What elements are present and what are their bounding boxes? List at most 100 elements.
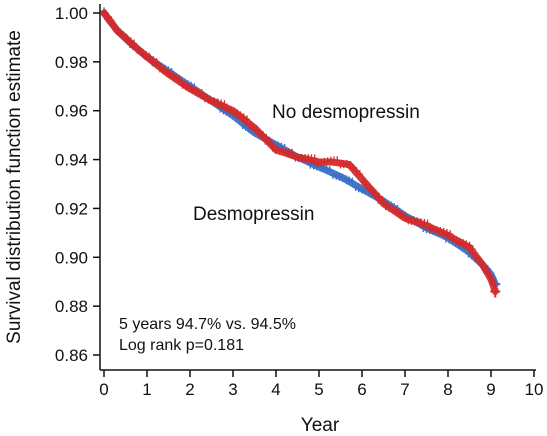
censor-mark-no-desmopressin [311,154,318,163]
censor-mark-no-desmopressin [269,143,276,152]
censor-mark-no-desmopressin [440,228,447,237]
x-tick-label: 2 [185,380,194,399]
censor-mark-no-desmopressin [482,265,489,274]
censor-mark-desmopressin [342,175,349,184]
censor-mark-desmopressin [326,165,333,174]
censor-mark-no-desmopressin [389,205,396,214]
censor-mark-no-desmopressin [476,256,483,265]
censor-mark-no-desmopressin [382,202,389,211]
y-tick-label: 0.88 [55,297,88,316]
x-tick-label: 5 [314,380,323,399]
censor-mark-no-desmopressin [256,128,263,137]
censor-mark-no-desmopressin [466,241,473,250]
censor-mark-no-desmopressin [224,105,231,114]
censor-mark-no-desmopressin [102,9,109,18]
censor-mark-no-desmopressin [179,80,186,89]
censor-mark-no-desmopressin [489,276,496,285]
censor-mark-no-desmopressin [144,52,150,61]
y-tick-label: 0.98 [55,53,88,72]
censor-mark-no-desmopressin [392,206,399,215]
censor-mark-no-desmopressin [118,30,125,39]
series-desmopressin [100,7,501,291]
censor-mark-no-desmopressin [202,94,209,103]
y-axis-title: Survival distribution function estimate [4,30,25,344]
y-tick-label: 0.92 [55,199,88,218]
censor-mark-no-desmopressin [376,192,383,201]
censor-mark-no-desmopressin [356,170,363,179]
censor-mark-no-desmopressin [450,235,457,244]
censor-mark-no-desmopressin [463,240,470,249]
censor-mark-no-desmopressin [334,156,341,165]
censor-mark-no-desmopressin [150,56,157,65]
censor-mark-no-desmopressin [121,32,128,41]
censor-mark-no-desmopressin [350,164,357,173]
censor-mark-no-desmopressin [469,245,476,254]
x-ticks: 0 1 2 3 4 5 6 7 8 9 10 [99,370,543,399]
censor-mark-no-desmopressin [266,136,273,145]
censor-mark-no-desmopressin [253,125,260,134]
censor-mark-no-desmopressin [479,260,486,269]
censor-mark-no-desmopressin [137,47,144,56]
censor-mark-no-desmopressin [221,100,228,109]
censor-mark-no-desmopressin [460,239,467,248]
x-tick-label: 1 [142,380,151,399]
censor-mark-no-desmopressin [395,208,402,217]
y-tick-label: 0.94 [55,151,88,170]
y-tick-label: 0.96 [55,102,88,121]
censor-mark-desmopressin [349,177,356,186]
censor-mark-no-desmopressin [398,210,405,219]
censor-mark-no-desmopressin [218,99,225,108]
censor-mark-desmopressin [320,164,327,173]
censor-mark-no-desmopressin [240,113,247,122]
censor-mark-no-desmopressin [427,224,434,233]
censor-mark-no-desmopressin [114,27,121,36]
censor-mark-no-desmopressin [237,111,244,120]
censor-mark-desmopressin [359,185,365,194]
censor-mark-no-desmopressin [214,98,221,107]
censor-mark-no-desmopressin [140,50,147,59]
censor-mark-desmopressin [339,173,346,182]
censor-mark-no-desmopressin [472,253,479,262]
censor-mark-no-desmopressin [250,123,257,132]
series-layer [100,7,501,298]
censor-mark-no-desmopressin [347,160,354,169]
x-axis-title: Year [301,415,340,436]
censor-mark-no-desmopressin [105,12,112,21]
censor-mark-no-desmopressin [153,58,160,67]
endpoint-mark-no-desmopressin [490,285,501,298]
censor-mark-desmopressin [336,172,343,181]
censor-mark-no-desmopressin [402,211,408,220]
censor-mark-no-desmopressin [231,107,238,116]
censor-mark-no-desmopressin [192,86,199,95]
censor-mark-no-desmopressin [182,82,189,91]
censor-mark-no-desmopressin [456,237,463,246]
censor-mark-no-desmopressin [263,134,270,143]
censor-mark-no-desmopressin [434,226,441,235]
censor-mark-no-desmopressin [134,45,141,54]
censor-mark-no-desmopressin [453,236,460,245]
censor-mark-no-desmopressin [379,195,386,204]
censor-mark-no-desmopressin [198,88,205,97]
censor-mark-no-desmopressin [108,16,115,25]
censor-mark-no-desmopressin [443,228,450,237]
axes [99,4,536,371]
censor-mark-no-desmopressin [372,189,379,198]
censor-mark-no-desmopressin [156,64,163,73]
censor-mark-no-desmopressin [176,74,183,83]
censor-mark-no-desmopressin [437,227,444,236]
censor-mark-no-desmopressin [169,71,176,80]
y-tick-label: 1.00 [55,4,88,23]
x-tick-label: 6 [357,380,366,399]
x-tick-label: 7 [400,380,409,399]
label-no-desmopressin: No desmopressin [272,102,420,123]
censor-mark-no-desmopressin [185,83,192,92]
x-tick-label: 3 [228,380,237,399]
censor-mark-no-desmopressin [166,70,173,79]
censor-mark-no-desmopressin [163,68,170,77]
censor-mark-no-desmopressin [343,160,350,169]
censor-mark-no-desmopressin [234,109,241,118]
censor-mark-no-desmopressin [160,66,167,75]
censor-mark-no-desmopressin [111,24,118,33]
censor-mark-no-desmopressin [485,270,492,279]
